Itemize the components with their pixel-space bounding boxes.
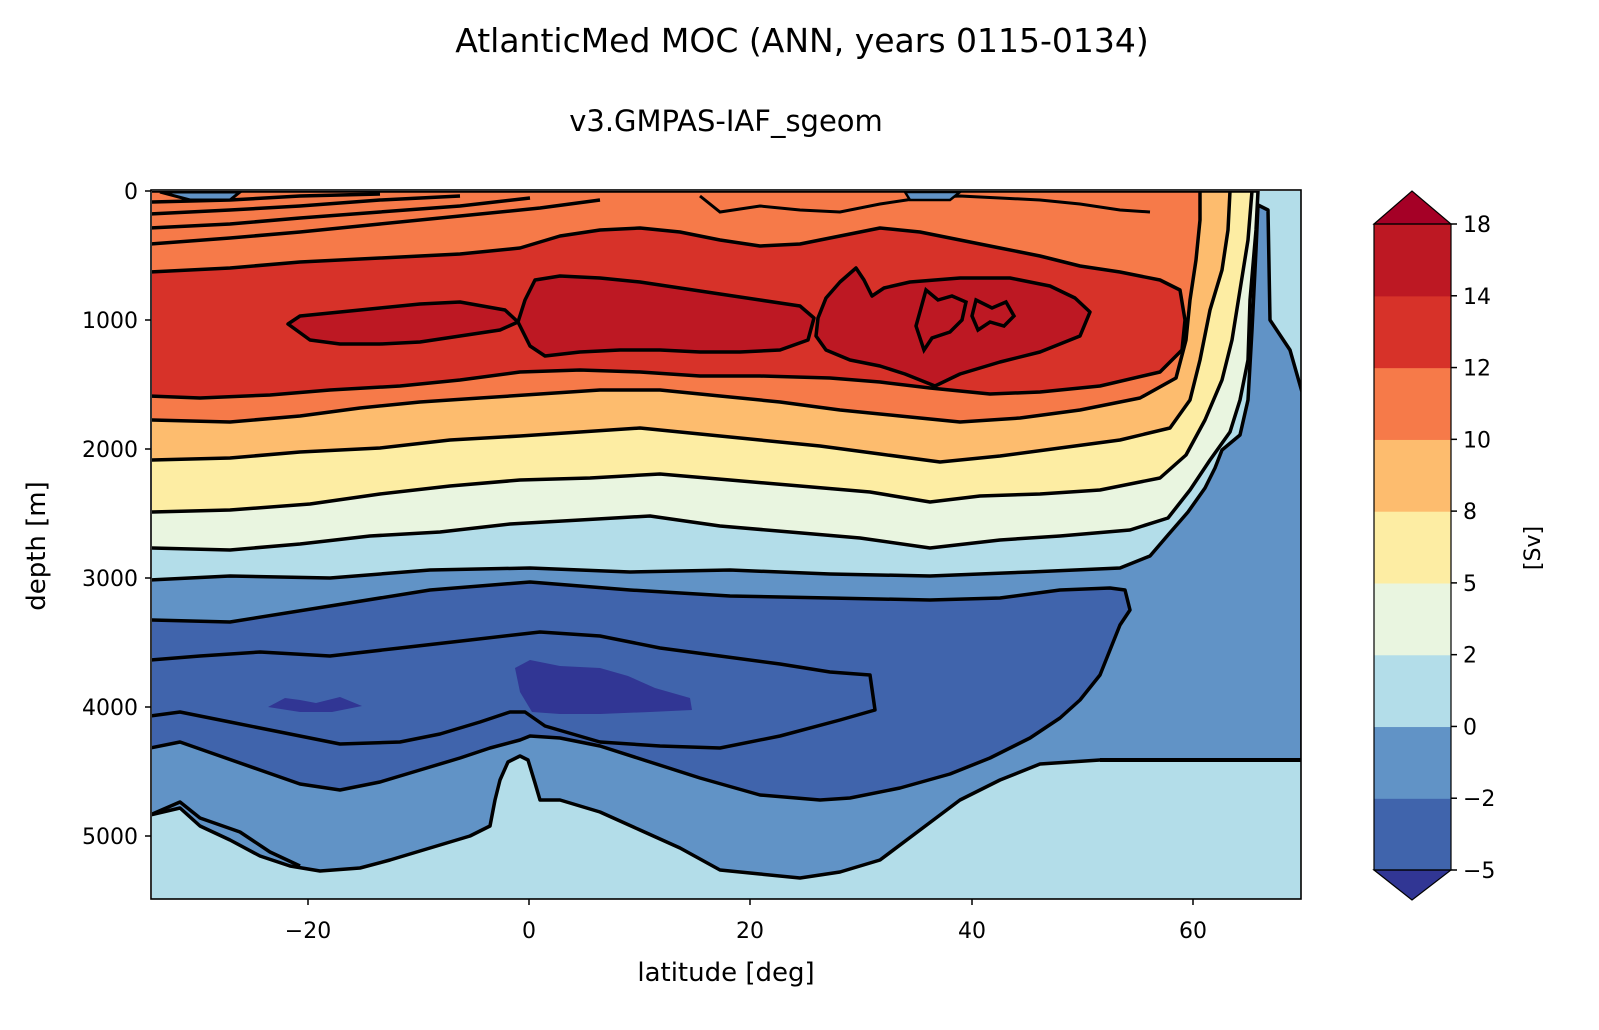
colorbar-tick-label: 0: [1463, 715, 1477, 740]
colorbar-bands: [1374, 224, 1451, 871]
colorbar-tick-label: 5: [1463, 572, 1477, 597]
contour-minus5-line: [152, 630, 877, 750]
y-tick-label: 5000: [82, 825, 138, 850]
colorbar-tick-label: 2: [1463, 644, 1477, 669]
colorbar-band: [1374, 511, 1451, 584]
colorbar-band: [1374, 367, 1451, 440]
contour-surface-1: [152, 198, 601, 246]
colorbar-band: [1374, 224, 1451, 297]
colorbar-tick-label: −2: [1463, 787, 1495, 812]
x-tick-label: 60: [1179, 919, 1207, 944]
contour-surface-3: [152, 194, 461, 216]
colorbar-over-triangle: [1372, 190, 1453, 225]
under-minus5-patch-2: [268, 697, 362, 712]
colorbar-tick-label: 14: [1463, 285, 1491, 310]
y-tick-label: 2000: [82, 438, 138, 463]
colorbar-tick-label: 18: [1463, 213, 1491, 238]
surface-blue-strip-2: [902, 191, 964, 202]
surface-blue-strip: [159, 191, 244, 202]
y-tick-label: 0: [124, 180, 138, 205]
y-axis: 0 1000 2000 3000 4000 5000: [82, 180, 151, 850]
colorbar-tick-label: −5: [1463, 859, 1495, 884]
x-tick-label: −20: [285, 919, 331, 944]
colorbar-band: [1374, 582, 1451, 656]
colorbar-ticks: −5 −2 0 2 5 8 10 12 14 18: [1451, 213, 1495, 884]
band-14-to-18-core-2: [516, 274, 816, 358]
colorbar-tick-label: 8: [1463, 500, 1477, 525]
contour-surface-2: [152, 196, 531, 230]
chart-title: AtlanticMed MOC (ANN, years 0115-0134): [455, 21, 1149, 60]
colorbar-tick-label: 12: [1463, 357, 1491, 382]
x-axis-label: latitude [deg]: [637, 958, 814, 988]
colorbar-frame: [1373, 223, 1452, 871]
contour-inner-wiggle-2: [970, 297, 1017, 333]
y-tick-label: 3000: [82, 567, 138, 592]
colorbar-band: [1374, 439, 1451, 512]
colorbar-band: [1374, 798, 1451, 871]
colorbar-tick-label: 10: [1463, 428, 1491, 453]
plot-frame: [150, 189, 1302, 900]
colorbar-band: [1374, 726, 1451, 799]
plot-area: [152, 191, 1301, 899]
colorbar-label: [Sv]: [1521, 526, 1546, 570]
colorbar-band: [1374, 295, 1451, 369]
y-axis-label: depth [m]: [22, 481, 52, 611]
x-tick-label: 40: [958, 919, 986, 944]
chart-subtitle: v3.GMPAS-IAF_sgeom: [569, 104, 883, 138]
x-tick-label: 0: [522, 919, 536, 944]
colorbar-band: [1374, 654, 1451, 728]
under-minus5-patch-1: [515, 660, 692, 714]
y-tick-label: 1000: [82, 309, 138, 334]
x-axis: −20 0 20 40 60: [285, 899, 1207, 944]
y-tick-label: 4000: [82, 696, 138, 721]
contour-zero-deep: [152, 800, 301, 868]
contour-inner-wiggle-1: [914, 286, 969, 354]
x-tick-label: 20: [736, 919, 764, 944]
colorbar: −5 −2 0 2 5 8 10 12 14 18 [Sv]: [1372, 190, 1546, 901]
colorbar-under-triangle: [1372, 869, 1453, 901]
